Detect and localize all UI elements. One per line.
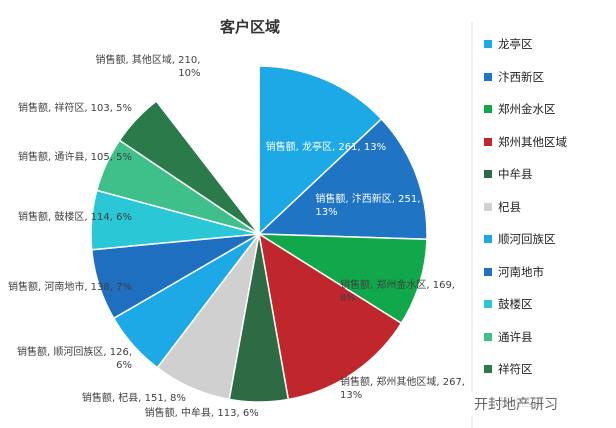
- data-label: 销售额, 杞县, 151, 8%: [81, 393, 186, 405]
- data-label: 销售额, 其他区域, 210, 10%: [95, 55, 201, 80]
- pie-slice: [256, 233, 428, 325]
- legend-item: 杞县: [484, 199, 521, 215]
- data-label: 销售额, 鼓楼区, 114, 6%: [17, 211, 132, 223]
- legend-item: 通许县: [484, 329, 533, 345]
- legend-label: 祥符区: [498, 362, 533, 376]
- data-label: 销售额, 河南地市, 138, 7%: [7, 282, 132, 294]
- legend-label: 中牟县: [498, 167, 533, 181]
- data-label: 销售额, 汴西新区, 251, 13%: [315, 194, 421, 219]
- legend-item: 河南地市: [484, 264, 544, 280]
- data-label: 销售额, 通许县, 105, 5%: [17, 151, 132, 163]
- watermark: 开封地产研习: [470, 392, 562, 416]
- legend-swatch: [484, 72, 492, 81]
- legend-item: 郑州金水区: [484, 101, 556, 117]
- legend-swatch: [484, 40, 492, 48]
- data-label: 销售额, 郑州金水区, 169, 8%: [340, 279, 455, 304]
- pie-slice: [258, 65, 383, 236]
- legend-item: 郑州其他区域: [484, 134, 567, 150]
- legend-swatch: [484, 137, 492, 146]
- legend-item: 中牟县: [484, 166, 533, 182]
- legend-swatch: [484, 267, 492, 276]
- legend-swatch: [484, 235, 492, 243]
- legend-swatch: [484, 300, 492, 308]
- chart-title: 客户区域: [219, 18, 280, 36]
- legend-item: 龙亭区: [484, 36, 533, 52]
- legend-item: 祥符区: [484, 361, 533, 377]
- legend-label: 龙亭区: [498, 37, 533, 51]
- legend-swatch: [484, 365, 492, 373]
- data-label: 销售额, 龙亭区, 261, 13%: [265, 142, 387, 154]
- legend-label: 通许县: [498, 329, 533, 344]
- legend-item: 顺河回族区: [484, 231, 556, 247]
- legend-label: 汴西新区: [498, 69, 544, 84]
- pie-slice: [257, 232, 403, 401]
- legend-item: 鼓楼区: [484, 296, 533, 312]
- legend-label: 河南地市: [498, 264, 544, 279]
- data-label: 销售额, 顺河回族区, 126, 6%: [17, 347, 132, 372]
- legend-label: 顺河回族区: [498, 232, 556, 246]
- legend-item: 汴西新区: [484, 69, 544, 85]
- legend-swatch: [484, 332, 492, 341]
- pie-slice: [257, 117, 428, 241]
- legend-label: 鼓楼区: [498, 297, 533, 311]
- legend-label: 郑州金水区: [498, 102, 556, 116]
- data-label: 销售额, 中牟县, 113, 6%: [144, 408, 259, 420]
- data-label: 销售额, 郑州其他区域, 267, 13%: [340, 377, 465, 402]
- legend-swatch: [484, 170, 492, 178]
- data-label: 销售额, 祥符区, 103, 5%: [17, 102, 132, 114]
- legend-swatch: [484, 202, 492, 211]
- legend-label: 郑州其他区域: [498, 134, 567, 149]
- legend-swatch: [484, 105, 492, 113]
- pie-slice: [155, 65, 260, 237]
- legend-label: 杞县: [498, 199, 521, 214]
